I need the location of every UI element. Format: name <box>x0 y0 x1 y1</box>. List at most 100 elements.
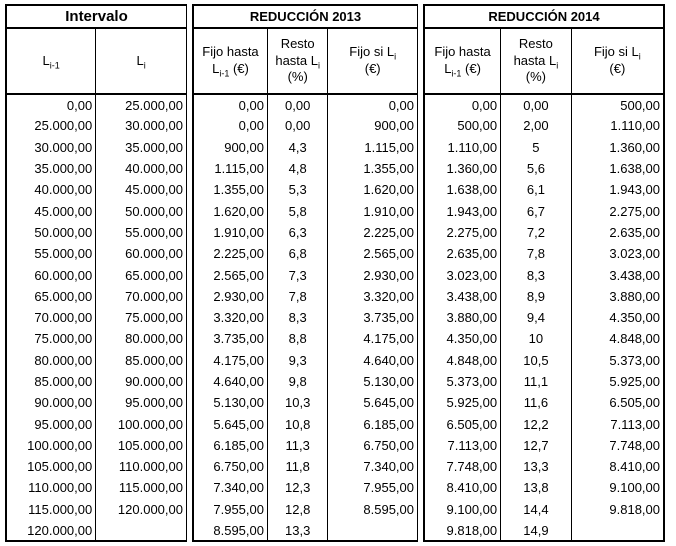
table-row: 3.438,00 8,9 3.880,00 <box>424 285 664 307</box>
table-cell: 70.000,00 <box>95 285 187 307</box>
table-row: 90.000,00 95.000,00 <box>6 392 187 414</box>
table-row: 0,00 0,00 0,00 <box>193 94 418 116</box>
table-cell: 7,2 <box>500 221 572 244</box>
table-row: 3.735,00 8,8 4.175,00 <box>193 328 418 350</box>
table-cell: 12,7 <box>500 434 572 457</box>
table-cell: 30.000,00 <box>34 139 93 155</box>
table-cell: 85.000,00 <box>34 374 93 389</box>
table-row: 4.848,00 10,5 5.373,00 <box>424 349 664 371</box>
table-row: 55.000,00 60.000,00 <box>6 243 187 265</box>
table-cell: 0,00 <box>471 97 498 113</box>
table-cell: 45.000,00 <box>34 203 93 219</box>
table-cell: 3.023,00 <box>446 267 498 283</box>
table-cell: 3.023,00 <box>570 243 664 265</box>
table-cell: 2,00 <box>500 115 572 137</box>
table-cell: 1.110,00 <box>447 139 498 155</box>
table-cell: 7,8 <box>500 243 572 265</box>
reduccion-2014-table: REDUCCIÓN 2014 Fijo hasta Li-1 (€) Resto h… <box>423 4 665 543</box>
table-row: 2.275,00 7,2 2.635,00 <box>424 221 664 244</box>
table-cell: 9,4 <box>500 306 572 329</box>
table-cell: 70.000,00 <box>34 310 93 326</box>
table-cell: 35.000,00 <box>95 136 187 158</box>
table-cell: 75.000,00 <box>34 331 93 347</box>
table-cell: 3.735,00 <box>213 331 264 347</box>
table-row: 4.640,00 9,8 5.130,00 <box>193 370 418 393</box>
table-cell: 6,8 <box>266 243 328 265</box>
table-cell: 8,3 <box>500 264 572 286</box>
table-row: 6.505,00 12,2 7.113,00 <box>424 413 664 435</box>
table-cell: 3.438,00 <box>570 264 664 286</box>
table-cell: 7.340,00 <box>327 456 418 478</box>
table-cell: 65.000,00 <box>95 264 187 286</box>
table-row: 500,00 2,00 1.110,00 <box>424 115 664 137</box>
table-row: 100.000,00 105.000,00 <box>6 434 187 457</box>
table-cell: 25.000,00 <box>95 94 187 116</box>
table-row: 0,00 0,00 900,00 <box>193 115 418 137</box>
table-cell: 6.185,00 <box>327 413 418 435</box>
table-cell: 0,00 <box>500 94 572 116</box>
table-cell: 50.000,00 <box>95 200 187 222</box>
group-header-row: Intervalo <box>6 5 187 29</box>
table-cell: 4.848,00 <box>570 328 664 350</box>
table-row: 1.638,00 6,1 1.943,00 <box>424 179 664 201</box>
table-cell: 1.620,00 <box>213 203 264 219</box>
table-cell: 40.000,00 <box>95 157 187 180</box>
table-row: 2.225,00 6,8 2.565,00 <box>193 243 418 265</box>
table-cell: 2.275,00 <box>570 200 664 222</box>
table-cell: 115.000,00 <box>95 477 187 499</box>
table-row: 2.635,00 7,8 3.023,00 <box>424 243 664 265</box>
table-cell <box>570 519 664 542</box>
table-row: 6.750,00 11,8 7.340,00 <box>193 456 418 478</box>
table-row: 7.955,00 12,8 8.595,00 <box>193 498 418 520</box>
table-cell: 4.640,00 <box>213 374 264 389</box>
table-cell: 7,8 <box>266 285 328 307</box>
table-cell: 900,00 <box>224 139 264 155</box>
table-cell: 9,8 <box>266 370 328 393</box>
table-row: 5.373,00 11,1 5.925,00 <box>424 370 664 393</box>
table-cell: 0,00 <box>238 97 264 113</box>
table-cell: 6.185,00 <box>213 437 264 453</box>
intervalo-table: Intervalo Li-1 Li 0,00 25.000,00 25.000,00… <box>5 4 187 543</box>
table-cell: 3.320,00 <box>213 310 264 326</box>
table-row: 4.350,00 10 4.848,00 <box>424 328 664 350</box>
table-row: 60.000,00 65.000,00 <box>6 264 187 286</box>
table-cell: 2.930,00 <box>327 264 418 286</box>
table-row: 3.023,00 8,3 3.438,00 <box>424 264 664 286</box>
table-row: 900,00 4,3 1.115,00 <box>193 136 418 158</box>
table-cell: 5.373,00 <box>570 349 664 371</box>
table-cell: 115.000,00 <box>28 501 93 517</box>
table-cell: 105.000,00 <box>27 459 93 475</box>
table-cell: 7.748,00 <box>446 459 498 475</box>
table-row: 80.000,00 85.000,00 <box>6 349 187 371</box>
table-cell: 6.505,00 <box>570 392 664 414</box>
table-cell: 500,00 <box>570 94 664 116</box>
table-cell: 80.000,00 <box>34 352 93 368</box>
table-row: 3.320,00 8,3 3.735,00 <box>193 306 418 329</box>
table-row: 50.000,00 55.000,00 <box>6 221 187 244</box>
table-cell: 9.100,00 <box>446 501 498 517</box>
table-cell: 105.000,00 <box>95 434 187 457</box>
table-row: 0,00 25.000,00 <box>6 94 187 116</box>
table-cell: 1.110,00 <box>570 115 664 137</box>
table-row: 4.175,00 9,3 4.640,00 <box>193 349 418 371</box>
table-row: 9.100,00 14,4 9.818,00 <box>424 498 664 520</box>
table-cell: 2.635,00 <box>446 246 498 262</box>
table-cell: 5 <box>500 136 572 158</box>
table-cell: 55.000,00 <box>95 221 187 244</box>
table-row: 9.818,00 14,9 <box>424 519 664 542</box>
table-cell: 1.910,00 <box>213 224 264 240</box>
column-header-row: Fijo hasta Li-1 (€) Resto hasta Li (%) Fijo… <box>424 28 664 95</box>
reduccion-2013-body: 0,00 0,00 0,00 0,00 0,00 900,00 900,00 4,3 1.115… <box>193 94 418 542</box>
table-cell: 8,3 <box>266 306 328 329</box>
table-row: 3.880,00 9,4 4.350,00 <box>424 306 664 329</box>
table-cell: 2.930,00 <box>213 288 264 304</box>
table-cell: 6,7 <box>500 200 572 222</box>
table-cell: 4,8 <box>266 157 328 180</box>
table-cell: 45.000,00 <box>95 179 187 201</box>
table-row: 8.410,00 13,8 9.100,00 <box>424 477 664 499</box>
table-row: 1.910,00 6,3 2.225,00 <box>193 221 418 244</box>
col-header-2013-resto-hasta: Resto hasta Li (%) <box>266 28 328 95</box>
table-cell: 4.848,00 <box>446 352 498 368</box>
table-cell: 0,00 <box>238 118 264 134</box>
